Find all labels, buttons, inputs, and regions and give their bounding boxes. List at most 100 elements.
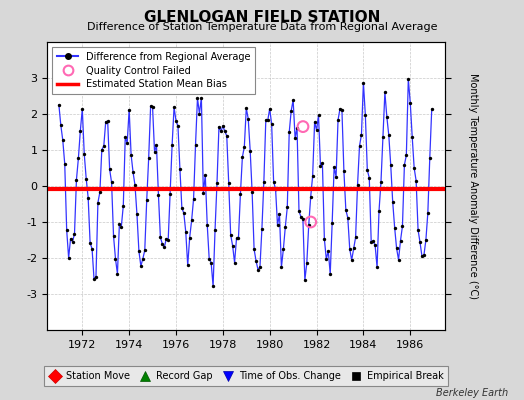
Point	[258, 226, 266, 232]
Point	[148, 104, 157, 110]
Point	[240, 144, 248, 150]
Point	[412, 178, 420, 184]
Point	[57, 122, 65, 128]
Point	[88, 246, 96, 252]
Point	[355, 143, 364, 149]
Point	[293, 125, 301, 131]
Point	[125, 106, 133, 113]
Point	[219, 123, 227, 129]
Point	[119, 202, 127, 209]
Point	[299, 123, 307, 130]
Point	[238, 154, 247, 160]
Point	[188, 217, 196, 224]
Point	[226, 232, 235, 238]
Point	[283, 204, 291, 211]
Point	[102, 118, 110, 125]
Point	[396, 237, 405, 244]
Point	[105, 166, 114, 172]
Point	[92, 274, 100, 280]
Point	[404, 76, 412, 82]
Point	[281, 224, 290, 230]
Legend: Station Move, Record Gap, Time of Obs. Change, Empirical Break: Station Move, Record Gap, Time of Obs. C…	[44, 366, 449, 386]
Point	[352, 234, 360, 240]
Point	[231, 259, 239, 266]
Point	[342, 207, 350, 213]
Point	[365, 175, 374, 181]
Point	[193, 95, 202, 101]
Point	[363, 167, 372, 173]
Point	[86, 240, 94, 246]
Point	[353, 182, 362, 188]
Point	[133, 211, 141, 218]
Point	[297, 214, 305, 220]
Point	[156, 234, 165, 240]
Point	[291, 134, 299, 141]
Point	[398, 223, 407, 229]
Point	[312, 127, 321, 133]
Point	[162, 236, 170, 242]
Point	[160, 244, 169, 251]
Point	[314, 112, 323, 118]
Point	[113, 271, 122, 277]
Point	[295, 208, 303, 214]
Point	[344, 215, 352, 221]
Point	[307, 194, 315, 200]
Point	[217, 128, 225, 135]
Point	[400, 162, 409, 168]
Point	[137, 263, 145, 269]
Point	[223, 133, 231, 139]
Point	[350, 245, 358, 252]
Point	[345, 246, 354, 252]
Point	[213, 180, 221, 186]
Point	[340, 168, 348, 174]
Point	[59, 137, 67, 144]
Point	[199, 190, 208, 196]
Point	[299, 215, 307, 222]
Point	[373, 264, 381, 270]
Point	[310, 119, 319, 125]
Point	[61, 161, 69, 167]
Y-axis label: Monthly Temperature Anomaly Difference (°C): Monthly Temperature Anomaly Difference (…	[467, 73, 477, 299]
Point	[330, 164, 339, 170]
Point	[164, 237, 172, 243]
Point	[385, 132, 393, 138]
Point	[248, 189, 256, 196]
Point	[117, 223, 126, 230]
Point	[332, 174, 340, 180]
Point	[371, 242, 379, 248]
Point	[256, 264, 264, 270]
Point	[369, 238, 377, 244]
Point	[72, 176, 81, 183]
Point	[425, 155, 434, 161]
Point	[309, 173, 317, 179]
Point	[264, 117, 272, 124]
Point	[139, 256, 147, 262]
Point	[189, 196, 198, 202]
Point	[324, 248, 332, 254]
Text: Berkeley Earth: Berkeley Earth	[436, 388, 508, 398]
Point	[377, 179, 385, 185]
Point	[410, 165, 418, 171]
Point	[422, 237, 430, 243]
Point	[154, 192, 162, 198]
Point	[361, 112, 369, 118]
Point	[414, 227, 422, 233]
Point	[170, 104, 178, 110]
Point	[131, 182, 139, 188]
Point	[267, 121, 276, 128]
Point	[145, 155, 153, 161]
Point	[375, 208, 383, 214]
Point	[174, 123, 182, 129]
Point	[302, 260, 311, 266]
Point	[266, 106, 274, 112]
Point	[111, 256, 119, 262]
Point	[110, 233, 118, 239]
Point	[236, 191, 245, 197]
Point	[94, 199, 102, 206]
Point	[150, 148, 159, 155]
Point	[152, 142, 161, 149]
Point	[395, 256, 403, 263]
Point	[90, 276, 98, 282]
Point	[166, 190, 174, 197]
Point	[207, 260, 215, 266]
